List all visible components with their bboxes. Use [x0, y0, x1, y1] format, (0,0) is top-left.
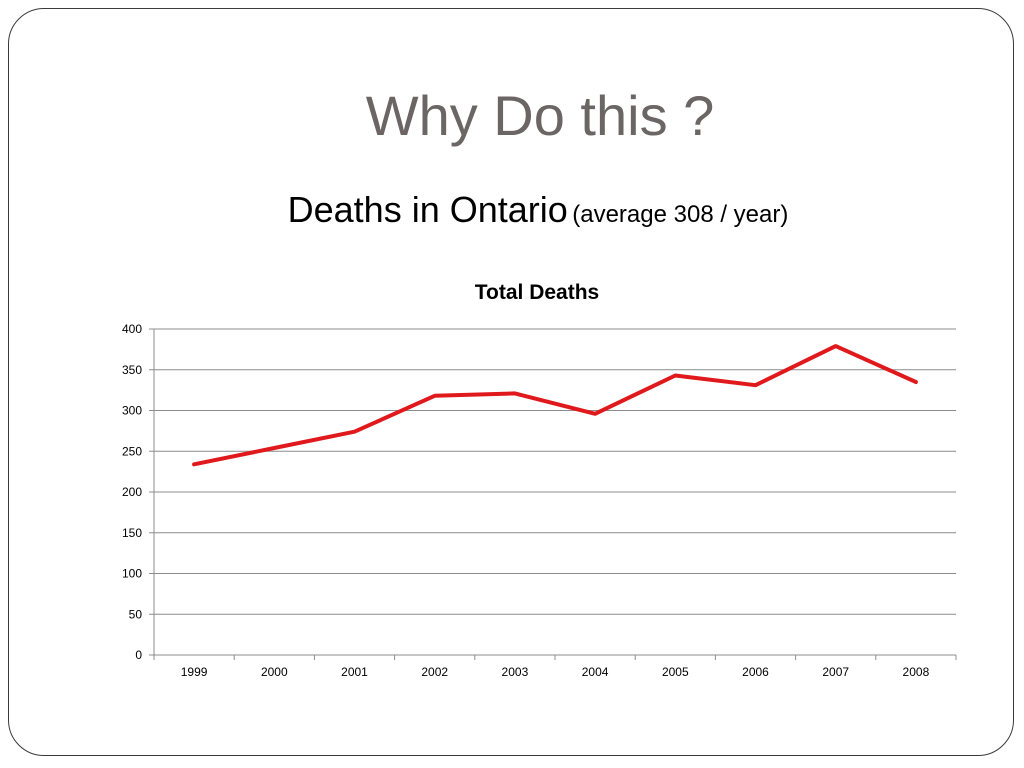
subtitle-main: Deaths in Ontario [287, 189, 568, 230]
y-tick-label: 250 [122, 444, 142, 458]
x-tick-label: 2003 [502, 665, 529, 679]
x-tick-label: 2004 [582, 665, 609, 679]
x-tick-label: 2002 [421, 665, 448, 679]
x-tick-label: 2006 [742, 665, 769, 679]
y-tick-label: 150 [122, 526, 142, 540]
y-tick-label: 200 [122, 485, 142, 499]
series-layer [192, 344, 918, 467]
chart-title: Total Deaths [475, 281, 599, 304]
y-tick-label: 400 [122, 322, 142, 336]
slide-title: Why Do this ? [365, 84, 715, 147]
y-tick-label: 50 [129, 607, 143, 621]
y-tick-label: 300 [122, 404, 142, 418]
subtitle-note: (average 308 / year) [572, 201, 789, 228]
x-tick-label: 2000 [261, 665, 288, 679]
y-tick-label: 100 [122, 567, 142, 581]
slide-frame [8, 8, 1014, 756]
y-tick-label: 0 [135, 648, 142, 662]
y-tick-label: 350 [122, 363, 142, 377]
y-tick-labels: 0 50 100 150 200 250 300 350 400 [122, 322, 142, 662]
gridlines [154, 328, 956, 615]
slide-subtitle: Deaths in Ontario (average 308 / year) [0, 186, 1024, 242]
x-tick-label: 2007 [822, 665, 849, 679]
axes [149, 328, 957, 660]
x-tick-label: 2005 [662, 665, 689, 679]
x-tick-labels: 1999 2000 2001 2002 2003 2004 2005 2006 2007 2008 [181, 665, 930, 679]
x-tick-label: 2008 [903, 665, 930, 679]
series-line [192, 344, 918, 467]
x-tick-label: 2001 [341, 665, 368, 679]
x-tick-label: 1999 [181, 665, 208, 679]
